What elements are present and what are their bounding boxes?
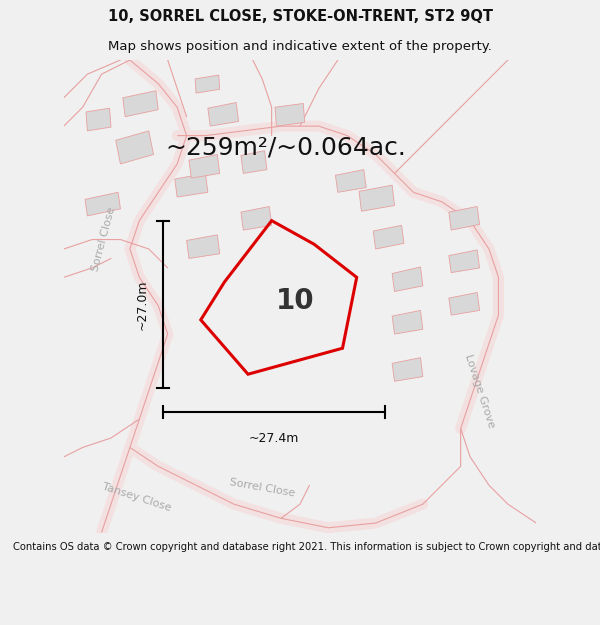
Text: ~27.4m: ~27.4m [249, 431, 299, 444]
Text: ~27.0m: ~27.0m [135, 279, 148, 330]
Text: Map shows position and indicative extent of the property.: Map shows position and indicative extent… [108, 40, 492, 53]
Text: Lovage Grove: Lovage Grove [463, 352, 496, 429]
Text: Contains OS data © Crown copyright and database right 2021. This information is : Contains OS data © Crown copyright and d… [13, 542, 600, 552]
Polygon shape [359, 185, 395, 211]
Polygon shape [449, 250, 479, 272]
Polygon shape [241, 151, 267, 173]
Polygon shape [449, 206, 479, 230]
Polygon shape [86, 108, 111, 131]
Polygon shape [241, 206, 272, 230]
Polygon shape [373, 226, 404, 249]
Polygon shape [449, 292, 479, 315]
Polygon shape [123, 91, 158, 117]
Text: Sorrel Close: Sorrel Close [229, 477, 296, 498]
Polygon shape [195, 75, 220, 93]
Text: Tansey Close: Tansey Close [101, 481, 173, 513]
Polygon shape [392, 357, 423, 381]
Polygon shape [392, 311, 423, 334]
Polygon shape [116, 131, 154, 164]
Text: 10: 10 [276, 287, 314, 315]
Text: Sorrel Close: Sorrel Close [91, 206, 118, 273]
Polygon shape [85, 192, 121, 216]
Polygon shape [392, 267, 423, 291]
Polygon shape [187, 235, 220, 259]
Polygon shape [335, 169, 366, 192]
Polygon shape [175, 173, 208, 197]
Polygon shape [189, 154, 220, 178]
Polygon shape [208, 102, 239, 126]
Text: 10, SORREL CLOSE, STOKE-ON-TRENT, ST2 9QT: 10, SORREL CLOSE, STOKE-ON-TRENT, ST2 9Q… [107, 9, 493, 24]
Polygon shape [275, 104, 305, 126]
Text: ~259m²/~0.064ac.: ~259m²/~0.064ac. [166, 136, 406, 159]
